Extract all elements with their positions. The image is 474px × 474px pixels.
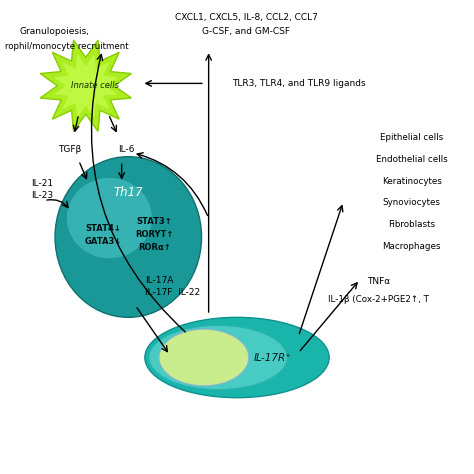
Text: IL-17A
IL-17F  IL-22: IL-17A IL-17F IL-22 (145, 276, 200, 297)
Polygon shape (54, 54, 118, 118)
Ellipse shape (67, 178, 152, 258)
Text: TGFβ: TGFβ (58, 145, 81, 154)
Ellipse shape (159, 329, 249, 386)
Text: Synoviocytes: Synoviocytes (383, 198, 441, 207)
Text: Epithelial cells: Epithelial cells (380, 133, 444, 142)
Text: IL-17R⁺: IL-17R⁺ (254, 353, 292, 363)
Text: G-CSF, and GM-CSF: G-CSF, and GM-CSF (202, 27, 291, 36)
Text: rophil/monocyte recruitment: rophil/monocyte recruitment (5, 42, 129, 51)
Ellipse shape (55, 156, 201, 318)
Text: IL-1β (Cox-2+PGE2↑, T: IL-1β (Cox-2+PGE2↑, T (328, 295, 429, 304)
Text: TNFα: TNFα (367, 277, 391, 286)
Text: Th17: Th17 (113, 186, 143, 199)
Text: STAT4↓
GATA3↓: STAT4↓ GATA3↓ (85, 224, 122, 246)
Text: CXCL1, CXCL5, IL-8, CCL2, CCL7: CXCL1, CXCL5, IL-8, CCL2, CCL7 (175, 12, 318, 21)
Polygon shape (40, 40, 131, 131)
Text: Macrophages: Macrophages (383, 242, 441, 251)
Ellipse shape (149, 325, 287, 390)
Text: TLR3, TLR4, and TLR9 ligands: TLR3, TLR4, and TLR9 ligands (232, 79, 365, 88)
Text: Innate cells: Innate cells (71, 81, 119, 90)
Text: IL-6: IL-6 (118, 145, 134, 154)
Text: Keratinocytes: Keratinocytes (382, 176, 442, 185)
Ellipse shape (145, 318, 329, 398)
Text: IL-21
IL-23: IL-21 IL-23 (31, 179, 54, 200)
Text: STAT3↑
RORYT↑
RORα↑: STAT3↑ RORYT↑ RORα↑ (135, 217, 173, 252)
Text: Granulopoiesis,: Granulopoiesis, (19, 27, 90, 36)
Text: Endothelial cells: Endothelial cells (376, 155, 448, 164)
Text: Fibroblasts: Fibroblasts (388, 220, 436, 229)
